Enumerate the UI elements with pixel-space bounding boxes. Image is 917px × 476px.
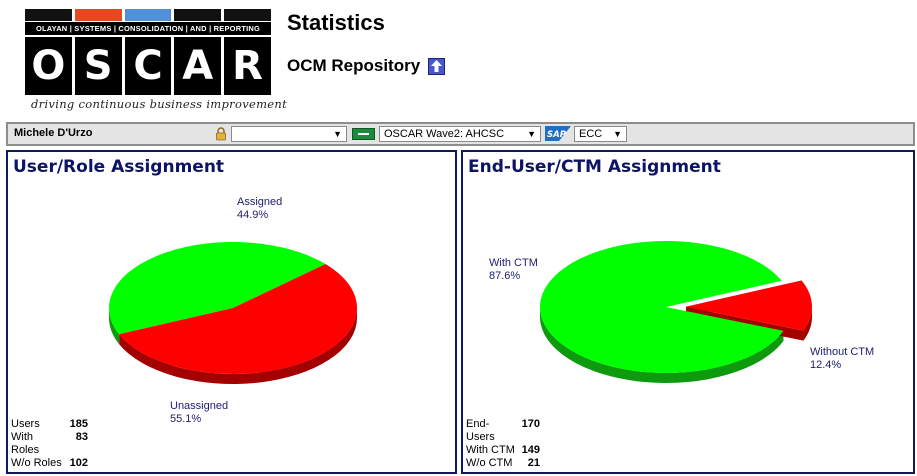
stats-label: With Roles <box>11 431 40 456</box>
logo-stripe <box>174 9 222 21</box>
repository-line: OCM Repository <box>287 56 446 76</box>
stats-label: With CTM <box>466 444 515 456</box>
logo-letter: C <box>124 37 172 95</box>
wave-select[interactable]: OSCAR Wave2: AHCSC ▼ <box>379 126 541 142</box>
logo-letter: R <box>224 37 271 95</box>
stats-row: W/o CTM 21 <box>466 457 540 470</box>
chevron-down-icon: ▼ <box>613 129 622 139</box>
toolbar: Michele D'Urzo ▼ OSCAR Wave2: AHCSC ▼ SA… <box>6 122 915 146</box>
end-user-ctm-stats: End-Users 170 With CTM 149 W/o CTM 21 <box>466 418 540 470</box>
user-name: Michele D'Urzo <box>14 127 93 139</box>
end-user-ctm-pie-chart <box>540 241 812 383</box>
without-ctm-label: Without CTM 12.4% <box>810 346 874 372</box>
stats-row: Users 185 <box>11 418 88 431</box>
user-role-stats: Users 185 With Roles 83 W/o Roles 102 <box>11 418 88 470</box>
logo-stripe <box>224 9 271 21</box>
pie-slice-assigned <box>108 242 326 335</box>
slice-percent: 12.4% <box>810 359 842 371</box>
stats-row: End-Users 170 <box>466 418 540 444</box>
logo-stripe <box>25 9 72 21</box>
flag-icon <box>352 128 375 140</box>
logo-letter: S <box>74 37 122 95</box>
panel-title: User/Role Assignment <box>13 157 225 177</box>
stats-value: 185 <box>69 418 88 430</box>
stats-value: 83 <box>75 431 88 443</box>
stats-label: W/o Roles <box>11 457 62 469</box>
system-select[interactable]: ECC ▼ <box>574 126 627 142</box>
lock-icon <box>216 127 226 141</box>
panel-title: End-User/CTM Assignment <box>468 157 721 177</box>
system-select-value: ECC <box>579 128 603 140</box>
slice-name: With CTM <box>489 257 538 269</box>
pie-slice-side <box>109 308 120 345</box>
stats-row: With CTM 149 <box>466 444 540 457</box>
logo-tagline: driving continuous business improvement <box>31 97 288 111</box>
filter-select-1[interactable]: ▼ <box>231 126 347 142</box>
sap-icon: SAP <box>545 126 571 141</box>
stats-value: 170 <box>521 418 540 430</box>
stats-label: W/o CTM <box>466 457 513 469</box>
logo-stripe <box>74 9 122 21</box>
pie-slice-side <box>119 308 357 384</box>
header: OLAYAN | SYSTEMS | CONSOLIDATION | AND |… <box>0 0 917 122</box>
chevron-down-icon: ▼ <box>333 129 342 139</box>
pie-slice-with-ctm <box>540 241 784 373</box>
slice-percent: 87.6% <box>489 270 521 282</box>
pie-slice-without-ctm <box>685 280 812 331</box>
oscar-logo: OLAYAN | SYSTEMS | CONSOLIDATION | AND |… <box>25 9 287 113</box>
user-role-panel: User/Role Assignment Assigned 44.9% Unas… <box>6 150 457 474</box>
slice-percent: 55.1% <box>170 413 202 425</box>
logo-subtitle: OLAYAN | SYSTEMS | CONSOLIDATION | AND |… <box>25 22 271 35</box>
pie-slice-side <box>540 307 784 383</box>
chevron-down-icon: ▼ <box>527 129 536 139</box>
pie-slice-side <box>803 306 812 341</box>
with-ctm-label: With CTM 87.6% <box>489 257 538 283</box>
stats-value: 149 <box>521 444 540 456</box>
slice-name: Unassigned <box>170 400 229 412</box>
page-title: Statistics <box>287 10 385 35</box>
slice-name: Without CTM <box>810 346 875 358</box>
logo-stripes <box>25 9 271 21</box>
wave-select-value: OSCAR Wave2: AHCSC <box>384 128 505 140</box>
logo-stripe <box>124 9 172 21</box>
end-user-ctm-panel: End-User/CTM Assignment With CTM 87.6% W… <box>461 150 915 474</box>
stats-label: End-Users <box>466 418 495 443</box>
unassigned-label: Unassigned 55.1% <box>170 400 228 426</box>
pie-slice-unassigned <box>119 264 357 374</box>
up-arrow-icon[interactable] <box>428 57 446 75</box>
logo-letter: O <box>25 37 72 95</box>
stats-value: 102 <box>69 457 88 469</box>
slice-name: Assigned <box>237 196 283 208</box>
logo-letters: O S C A R <box>25 37 271 95</box>
assigned-label: Assigned 44.9% <box>237 196 282 222</box>
user-role-pie-chart <box>108 242 357 384</box>
stats-row: With Roles 83 <box>11 431 88 457</box>
stats-row: W/o Roles 102 <box>11 457 88 470</box>
repository-title: OCM Repository <box>287 56 421 75</box>
stats-label: Users <box>11 418 40 430</box>
logo-letter: A <box>174 37 222 95</box>
stats-value: 21 <box>527 457 540 469</box>
slice-percent: 44.9% <box>237 209 269 221</box>
svg-text:SAP: SAP <box>547 130 567 140</box>
